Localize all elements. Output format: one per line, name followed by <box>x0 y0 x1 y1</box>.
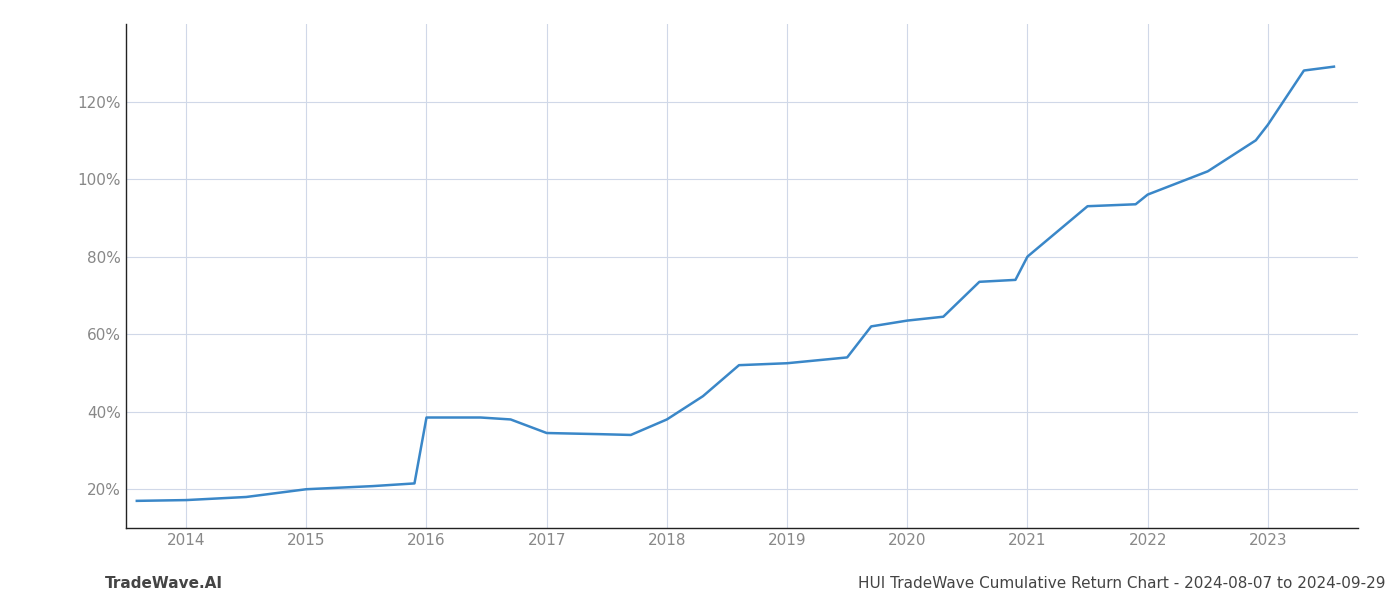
Text: HUI TradeWave Cumulative Return Chart - 2024-08-07 to 2024-09-29: HUI TradeWave Cumulative Return Chart - … <box>858 576 1386 591</box>
Text: TradeWave.AI: TradeWave.AI <box>105 576 223 591</box>
